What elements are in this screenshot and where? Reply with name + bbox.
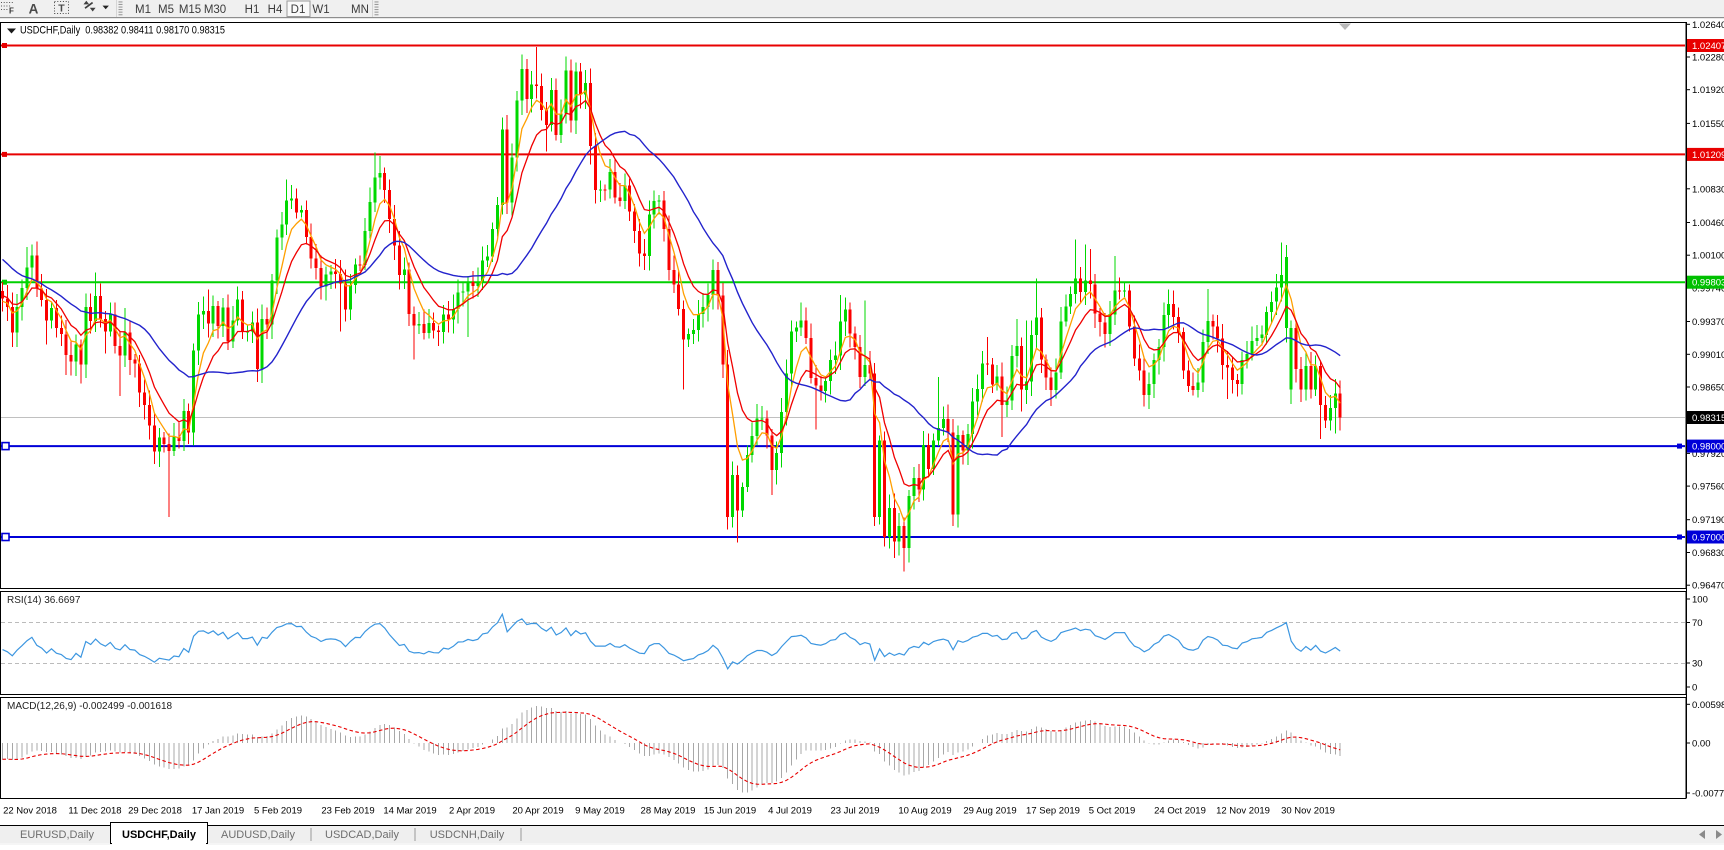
svg-text:H4: H4 <box>268 4 283 16</box>
svg-text:0.98315: 0.98315 <box>1692 413 1724 424</box>
svg-text:F: F <box>9 7 14 16</box>
svg-text:-0.00773: -0.00773 <box>1692 789 1724 800</box>
svg-text:1.02280: 1.02280 <box>1692 53 1724 64</box>
svg-text:H1: H1 <box>245 4 260 16</box>
svg-text:4 Jul 2019: 4 Jul 2019 <box>768 806 812 817</box>
svg-text:A: A <box>29 2 39 17</box>
svg-text:1.00100: 1.00100 <box>1692 251 1724 262</box>
svg-text:10 Aug 2019: 10 Aug 2019 <box>898 806 951 817</box>
svg-text:1.00830: 1.00830 <box>1692 184 1724 195</box>
svg-text:1.01920: 1.01920 <box>1692 85 1724 96</box>
svg-text:20 Apr 2019: 20 Apr 2019 <box>512 806 563 817</box>
svg-text:0: 0 <box>1692 683 1697 694</box>
svg-text:RSI(14) 36.6697: RSI(14) 36.6697 <box>7 595 81 606</box>
svg-text:24 Oct 2019: 24 Oct 2019 <box>1154 806 1206 817</box>
svg-text:2 Apr 2019: 2 Apr 2019 <box>449 806 495 817</box>
svg-text:29 Aug 2019: 29 Aug 2019 <box>963 806 1016 817</box>
svg-text:0.99010: 0.99010 <box>1692 350 1724 361</box>
svg-text:M5: M5 <box>158 4 174 16</box>
svg-text:28 May 2019: 28 May 2019 <box>641 806 696 817</box>
svg-text:0.96470: 0.96470 <box>1692 581 1724 592</box>
svg-text:EURUSD,Daily: EURUSD,Daily <box>20 829 94 841</box>
svg-text:17 Sep 2019: 17 Sep 2019 <box>1026 806 1080 817</box>
svg-text:0.98650: 0.98650 <box>1692 383 1724 394</box>
svg-text:USDCHF,Daily: USDCHF,Daily <box>122 829 197 841</box>
svg-text:23 Jul 2019: 23 Jul 2019 <box>830 806 879 817</box>
svg-text:11 Dec 2018: 11 Dec 2018 <box>68 806 121 817</box>
svg-text:1.02640: 1.02640 <box>1692 20 1724 31</box>
svg-text:0.98000: 0.98000 <box>1692 442 1724 453</box>
svg-text:1.00460: 1.00460 <box>1692 218 1724 229</box>
svg-text:MACD(12,26,9) -0.002499 -0.001: MACD(12,26,9) -0.002499 -0.001618 <box>7 701 173 712</box>
svg-text:1.02407: 1.02407 <box>1692 41 1724 52</box>
svg-text:17 Jan 2019: 17 Jan 2019 <box>192 806 244 817</box>
svg-text:5 Feb 2019: 5 Feb 2019 <box>254 806 302 817</box>
svg-text:5 Oct 2019: 5 Oct 2019 <box>1089 806 1135 817</box>
svg-text:14 Mar 2019: 14 Mar 2019 <box>383 806 436 817</box>
svg-text:70: 70 <box>1692 618 1703 629</box>
svg-text:D1: D1 <box>291 4 306 16</box>
svg-text:0.00: 0.00 <box>1692 739 1711 750</box>
svg-text:15 Jun 2019: 15 Jun 2019 <box>704 806 756 817</box>
svg-text:M1: M1 <box>135 4 151 16</box>
svg-text:0.005986: 0.005986 <box>1692 700 1724 711</box>
svg-text:0.97560: 0.97560 <box>1692 482 1724 493</box>
svg-text:AUDUSD,Daily: AUDUSD,Daily <box>221 829 295 841</box>
svg-text:USDCHF,Daily 0.98382 0.98411: USDCHF,Daily 0.98382 0.98411 0.98170 0.9… <box>20 25 225 37</box>
svg-text:30: 30 <box>1692 659 1703 670</box>
svg-text:1.01209: 1.01209 <box>1692 150 1724 161</box>
svg-text:0.99803: 0.99803 <box>1692 278 1724 289</box>
svg-text:0.97920: 0.97920 <box>1692 449 1724 460</box>
svg-text:W1: W1 <box>312 4 329 16</box>
svg-text:MN: MN <box>351 4 369 16</box>
svg-text:29 Dec 2018: 29 Dec 2018 <box>128 806 182 817</box>
svg-text:1.01550: 1.01550 <box>1692 119 1724 130</box>
svg-text:22 Nov 2018: 22 Nov 2018 <box>3 806 57 817</box>
svg-text:100: 100 <box>1692 595 1708 606</box>
svg-text:USDCAD,Daily: USDCAD,Daily <box>325 829 399 841</box>
svg-text:12 Nov 2019: 12 Nov 2019 <box>1216 806 1270 817</box>
svg-text:0.99370: 0.99370 <box>1692 317 1724 328</box>
svg-text:0.96830: 0.96830 <box>1692 548 1724 559</box>
svg-text:USDCNH,Daily: USDCNH,Daily <box>430 829 505 841</box>
svg-text:0.97000: 0.97000 <box>1692 533 1724 544</box>
svg-text:23 Feb 2019: 23 Feb 2019 <box>321 806 374 817</box>
svg-text:M15: M15 <box>179 4 201 16</box>
svg-text:T: T <box>58 3 65 15</box>
svg-text:0.97190: 0.97190 <box>1692 515 1724 526</box>
svg-text:9 May 2019: 9 May 2019 <box>575 806 625 817</box>
svg-text:M30: M30 <box>204 4 226 16</box>
svg-text:0.99740: 0.99740 <box>1692 283 1724 294</box>
svg-text:30 Nov 2019: 30 Nov 2019 <box>1281 806 1335 817</box>
